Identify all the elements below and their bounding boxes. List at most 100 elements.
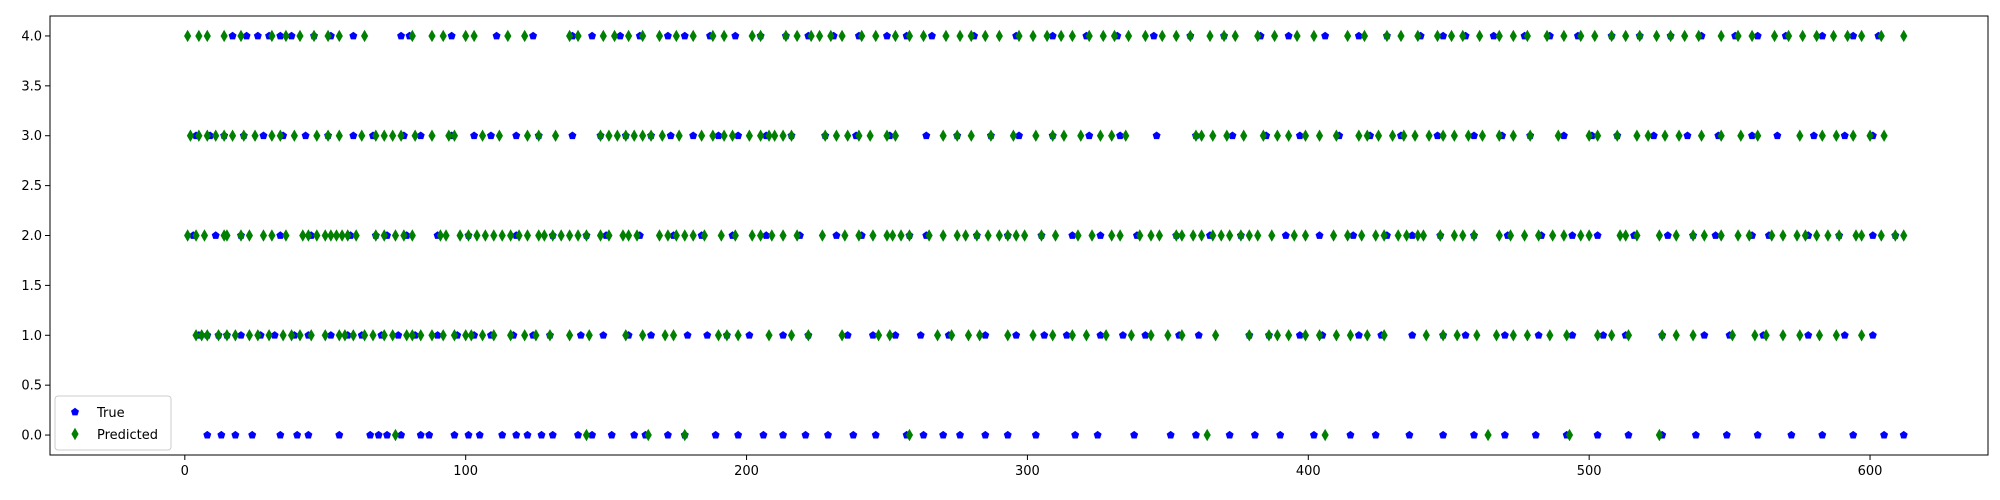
predicted-point bbox=[1453, 329, 1461, 342]
predicted-point bbox=[360, 329, 369, 342]
predicted-point bbox=[332, 229, 341, 242]
true-point bbox=[1040, 331, 1049, 339]
predicted-point bbox=[1209, 229, 1217, 242]
predicted-point bbox=[231, 329, 239, 342]
predicted-point bbox=[1285, 129, 1293, 142]
predicted-point bbox=[1681, 29, 1689, 43]
predicted-point bbox=[1293, 29, 1301, 43]
true-point bbox=[1349, 231, 1358, 239]
true-point bbox=[1085, 131, 1094, 140]
true-point bbox=[242, 31, 251, 40]
predicted-point bbox=[321, 229, 329, 242]
predicted-point bbox=[464, 229, 473, 242]
true-point bbox=[689, 131, 698, 140]
predicted-point bbox=[369, 329, 377, 342]
predicted-point bbox=[439, 29, 447, 43]
predicted-point bbox=[1388, 129, 1397, 142]
predicted-point bbox=[389, 329, 397, 342]
true-point bbox=[349, 31, 358, 40]
predicted-point bbox=[481, 229, 489, 242]
true-point bbox=[574, 430, 583, 439]
true-point bbox=[1281, 231, 1290, 239]
predicted-point bbox=[889, 229, 897, 242]
predicted-point bbox=[1866, 129, 1874, 142]
predicted-point bbox=[478, 129, 487, 142]
true-point bbox=[276, 430, 285, 439]
predicted-point bbox=[1858, 229, 1866, 242]
predicted-point bbox=[1554, 129, 1562, 142]
true-point bbox=[927, 31, 936, 40]
predicted-point bbox=[324, 29, 332, 43]
predicted-point bbox=[1509, 29, 1517, 43]
predicted-point bbox=[1099, 29, 1107, 43]
predicted-point bbox=[858, 29, 866, 43]
true-point bbox=[1818, 31, 1827, 40]
true-point bbox=[849, 430, 858, 439]
predicted-point bbox=[1301, 229, 1310, 242]
predicted-point bbox=[787, 129, 796, 142]
predicted-point bbox=[661, 329, 669, 342]
predicted-point bbox=[195, 29, 203, 43]
legend-label-predicted: Predicted bbox=[97, 428, 158, 443]
predicted-point bbox=[1672, 329, 1680, 342]
predicted-point bbox=[551, 129, 560, 142]
predicted-point bbox=[995, 29, 1003, 43]
predicted-point bbox=[787, 329, 796, 342]
predicted-point bbox=[883, 229, 891, 242]
predicted-point bbox=[436, 229, 445, 242]
true-point bbox=[1489, 31, 1498, 40]
predicted-point bbox=[380, 229, 388, 242]
predicted-point bbox=[324, 129, 332, 142]
true-point bbox=[1700, 331, 1709, 339]
true-point bbox=[1787, 430, 1796, 439]
true-point bbox=[293, 430, 302, 439]
predicted-point bbox=[1658, 329, 1666, 342]
predicted-point bbox=[869, 229, 877, 242]
true-point bbox=[1408, 331, 1417, 339]
predicted-point bbox=[400, 229, 408, 242]
predicted-point bbox=[745, 129, 753, 142]
predicted-point bbox=[1206, 29, 1214, 43]
predicted-point bbox=[1004, 229, 1012, 242]
predicted-point bbox=[605, 129, 613, 142]
true-point bbox=[607, 430, 616, 439]
true-point bbox=[228, 31, 237, 40]
true-point bbox=[1711, 231, 1720, 239]
predicted-point bbox=[855, 229, 863, 242]
predicted-point bbox=[633, 229, 641, 242]
x-tick-label: 0 bbox=[181, 464, 189, 479]
axis-ticks: 0 100 200 300 400 500 600 0.0 0.5 1.0 1.5 2.0 2.5 3.0… bbox=[21, 29, 1882, 479]
true-point bbox=[1093, 430, 1102, 439]
predicted-point bbox=[1439, 129, 1447, 142]
true-point bbox=[326, 331, 335, 339]
predicted-point bbox=[462, 29, 470, 43]
predicted-point bbox=[1717, 129, 1725, 142]
true-point bbox=[1439, 430, 1448, 439]
predicted-point bbox=[728, 129, 737, 142]
predicted-point bbox=[1344, 229, 1352, 242]
predicted-point bbox=[1344, 29, 1352, 43]
predicted-point bbox=[532, 329, 540, 342]
true-point bbox=[801, 430, 810, 439]
predicted-point bbox=[1832, 129, 1840, 142]
predicted-point bbox=[1470, 229, 1478, 242]
predicted-point bbox=[891, 129, 900, 142]
predicted-point bbox=[1436, 229, 1444, 242]
predicted-point bbox=[1891, 229, 1899, 242]
predicted-point bbox=[1563, 329, 1571, 342]
true-point bbox=[759, 430, 768, 439]
predicted-point bbox=[1815, 329, 1824, 342]
true-point bbox=[1346, 430, 1355, 439]
predicted-point bbox=[1728, 329, 1737, 342]
true-point bbox=[599, 331, 608, 339]
true-point bbox=[1683, 131, 1692, 140]
predicted-point bbox=[1043, 29, 1051, 43]
predicted-point bbox=[1585, 129, 1593, 142]
predicted-point bbox=[212, 129, 220, 142]
predicted-point bbox=[838, 29, 846, 43]
true-point bbox=[498, 430, 507, 439]
predicted-point bbox=[647, 129, 655, 142]
predicted-point bbox=[624, 29, 633, 43]
predicted-point bbox=[582, 229, 591, 242]
predicted-point bbox=[335, 29, 343, 43]
